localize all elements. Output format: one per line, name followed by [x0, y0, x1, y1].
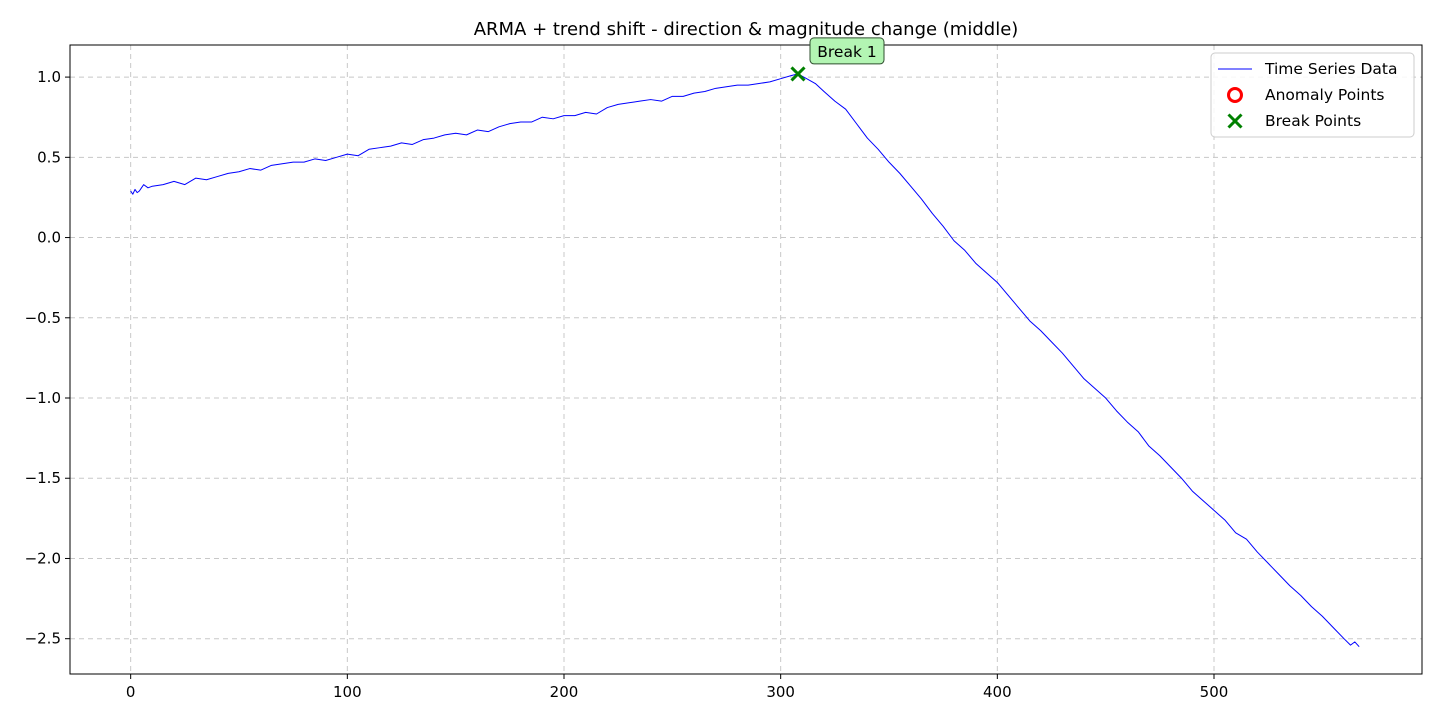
y-tick-label: 0.0: [37, 229, 61, 247]
y-tick-label: −2.0: [25, 549, 61, 567]
legend-entry: Time Series Data: [1218, 60, 1397, 78]
legend-entry: Break Points: [1227, 112, 1361, 130]
annotation-label: Break 1: [817, 43, 876, 61]
break-point-x-stroke: [790, 66, 806, 82]
break-annotation: Break 1: [809, 37, 885, 65]
break-point-marker: [790, 66, 806, 82]
x-tick-label: 200: [550, 683, 579, 701]
x-tick-label: 0: [126, 683, 136, 701]
y-tick-label: −0.5: [25, 309, 61, 327]
series-line-time-series-data: [130, 73, 1360, 648]
legend-label: Anomaly Points: [1265, 86, 1384, 104]
legend-box: [1210, 52, 1415, 138]
y-tick-label: −1.5: [25, 469, 61, 487]
y-tick-label: 0.5: [37, 148, 61, 166]
legend-circle-swatch: [1227, 87, 1243, 103]
x-axis: 0 100 200 300 400 500: [126, 674, 1228, 701]
x-tick-label: 300: [766, 683, 795, 701]
y-tick-label: 1.0: [37, 68, 61, 86]
annotation-box: [809, 37, 885, 65]
grid: [70, 45, 1422, 674]
legend-entry: Anomaly Points: [1227, 86, 1384, 104]
x-tick-label: 400: [983, 683, 1012, 701]
legend: Time Series Data Anomaly Points Break Poin…: [1210, 52, 1415, 138]
x-tick-label: 500: [1200, 683, 1229, 701]
legend-label: Time Series Data: [1264, 60, 1397, 78]
legend-label: Break Points: [1265, 112, 1361, 130]
legend-x-swatch: [1227, 113, 1243, 129]
markers-layer: [790, 66, 806, 82]
y-tick-label: −2.5: [25, 630, 61, 648]
x-tick-label: 100: [333, 683, 362, 701]
series-layer: [130, 73, 1360, 648]
chart-title: ARMA + trend shift - direction & magnitu…: [474, 19, 1019, 40]
annotations: Break 1: [809, 37, 885, 65]
plot-frame: [69, 44, 1423, 675]
y-tick-label: −1.0: [25, 389, 61, 407]
y-axis: 1.0 0.5 0.0 −0.5 −1.0 −1.5 −2.0 −2.5: [25, 68, 70, 648]
